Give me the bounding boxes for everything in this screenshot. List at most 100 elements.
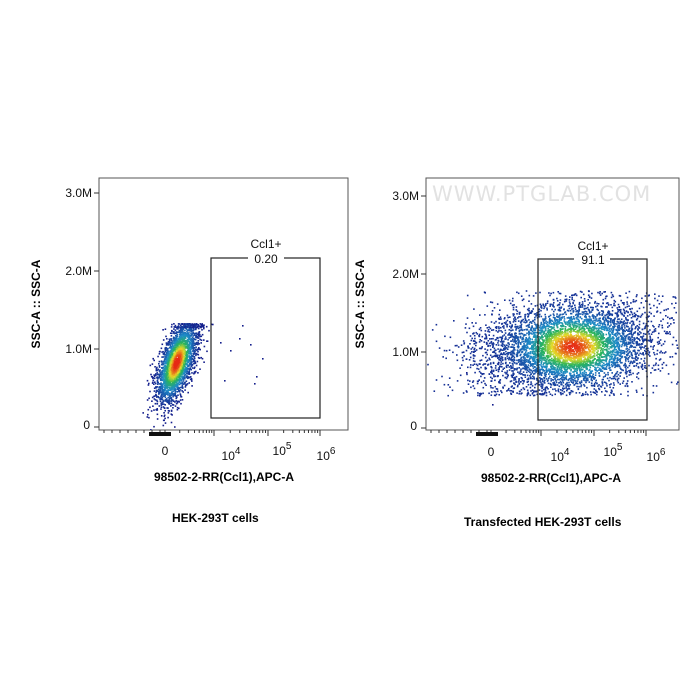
left-event-dot [179, 348, 181, 350]
left-event-dot [164, 362, 167, 364]
left-event-dot [183, 370, 186, 373]
left-event-dot [188, 337, 191, 340]
right-event-dot [590, 393, 592, 396]
right-event-dot [574, 331, 577, 333]
left-event-dot [182, 347, 185, 349]
right-event-dot [567, 387, 569, 390]
left-event-dot [194, 361, 196, 363]
left-event-dot [185, 369, 187, 371]
left-event-dot [182, 387, 184, 389]
right-event-dot [630, 302, 632, 304]
right-event-dot [581, 373, 583, 376]
left-event-dot [163, 369, 166, 371]
right-event-dot [566, 381, 568, 384]
left-event-dot [148, 416, 150, 419]
left-x-tick-label: 0 [162, 444, 169, 458]
right-event-dot [542, 392, 544, 395]
left-event-dot [181, 341, 183, 344]
right-event-dot [582, 368, 584, 371]
right-event-dot [561, 389, 564, 392]
right-event-dot [660, 344, 663, 347]
right-event-dot [592, 376, 595, 378]
right-event-dot [538, 361, 540, 363]
right-event-dot [567, 385, 570, 387]
right-event-dot [532, 367, 535, 369]
right-event-dot [525, 325, 528, 327]
right-event-dot [471, 322, 473, 324]
right-event-dot [534, 332, 536, 334]
right-event-dot [604, 390, 607, 392]
right-event-dot [495, 354, 498, 356]
left-event-dot [212, 323, 214, 326]
left-event-dot [155, 393, 157, 396]
right-event-dot [510, 365, 512, 367]
right-event-dot [520, 320, 523, 323]
left-event-dot [186, 349, 189, 352]
left-event-dot [177, 328, 179, 330]
right-event-dot [541, 380, 544, 383]
left-event-dot [169, 386, 171, 388]
left-event-dot [179, 326, 182, 329]
left-event-dot [168, 386, 170, 388]
left-event-dot [160, 406, 163, 408]
left-event-dot [165, 389, 167, 392]
left-event-dot [171, 341, 173, 344]
right-event-dot [599, 319, 601, 322]
left-event-dot [185, 384, 188, 386]
right-event-dot [544, 391, 546, 394]
left-event-dot [154, 381, 156, 383]
left-event-dot [149, 364, 152, 367]
right-event-dot [524, 345, 527, 347]
right-event-dot [491, 329, 493, 331]
left-event-dot [170, 354, 172, 356]
right-event-dot [520, 373, 522, 375]
right-event-dot [553, 373, 556, 376]
right-event-dot [658, 295, 660, 297]
left-event-dot [201, 324, 203, 326]
right-event-dot [608, 384, 611, 386]
right-event-dot [461, 356, 464, 359]
left-event-dot [195, 341, 198, 344]
right-event-dot [462, 351, 465, 353]
right-event-dot [472, 333, 474, 335]
right-event-dot [545, 373, 547, 375]
right-event-dot [569, 391, 572, 394]
right-event-dot [564, 331, 566, 334]
left-event-dot [175, 400, 177, 402]
left-event-dot [200, 339, 203, 341]
left-event-dot [201, 329, 203, 331]
right-event-dot [585, 307, 588, 310]
left-event-dot [185, 380, 187, 383]
right-event-dot [583, 370, 586, 372]
right-event-dot [613, 384, 615, 386]
left-event-dot [171, 369, 173, 372]
right-event-dot [548, 373, 550, 375]
left-event-dot [173, 382, 175, 384]
right-event-dot [620, 345, 623, 348]
left-event-dot [195, 370, 197, 373]
right-event-dot [540, 362, 543, 365]
left-event-dot [178, 338, 180, 340]
left-event-dot [169, 393, 171, 395]
left-event-dot [192, 326, 195, 329]
left-event-dot [181, 370, 183, 372]
left-event-dot [182, 376, 184, 378]
left-event-dot [170, 364, 173, 366]
right-event-dot [580, 367, 583, 369]
left-event-dot [166, 338, 168, 340]
left-event-dot [161, 401, 163, 404]
right-event-dot [608, 394, 611, 397]
left-event-dot [179, 389, 182, 391]
left-event-dot [164, 409, 166, 412]
right-event-dot [555, 381, 558, 384]
right-event-dot [530, 364, 533, 367]
right-event-dot [556, 300, 559, 302]
right-event-dot [602, 348, 604, 350]
left-event-dot [164, 358, 166, 360]
right-event-dot [479, 314, 481, 316]
left-event-dot [157, 388, 160, 391]
left-event-dot [182, 332, 185, 335]
right-event-dot [526, 369, 529, 371]
right-event-dot [564, 311, 567, 313]
right-event-dot [462, 392, 465, 394]
